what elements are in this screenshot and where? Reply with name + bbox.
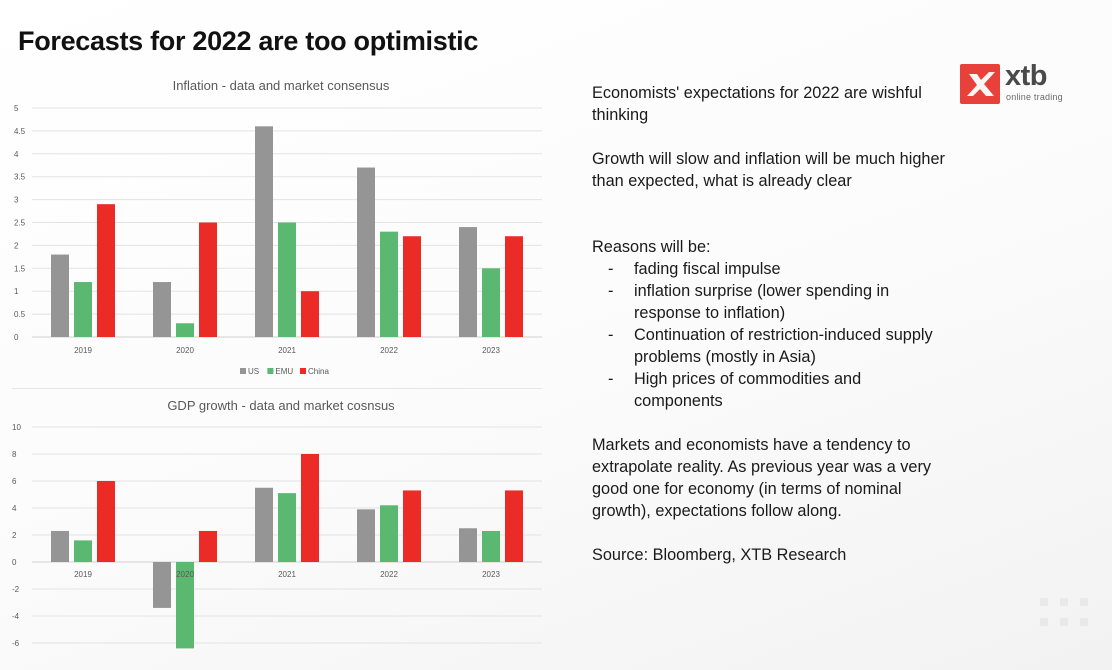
bar-emu-2022 (380, 231, 398, 337)
bar-emu-2021 (278, 222, 296, 337)
y-tick-label: 3.5 (14, 173, 26, 182)
legend-label-emu: EMU (275, 367, 293, 376)
legend-swatch-us (240, 368, 246, 374)
bar-emu-2023 (482, 530, 500, 562)
legend-label-us: US (248, 367, 259, 376)
bar-china-2023 (505, 490, 523, 562)
bar-us-2020 (153, 562, 171, 608)
reason-item: fading fiscal impulse (592, 258, 952, 280)
x-category-label: 2022 (380, 570, 398, 579)
reasons-list: fading fiscal impulse inflation surprise… (592, 258, 952, 412)
chart-divider (12, 388, 542, 389)
bar-china-2019 (97, 481, 115, 562)
y-tick-label: 2 (12, 531, 17, 540)
x-category-label: 2019 (74, 570, 92, 579)
bar-china-2022 (403, 236, 421, 337)
chart-svg: Inflation - data and market consensus 0 0.… (14, 78, 542, 376)
bar-emu-2020 (176, 323, 194, 337)
bar-us-2022 (357, 167, 375, 337)
x-category-label: 2020 (176, 570, 194, 579)
y-tick-label: 0 (12, 558, 17, 567)
xtb-logo-mark-icon (960, 64, 1000, 104)
y-tick-label: 6 (12, 477, 17, 486)
commentary-panel: Economists' expectations for 2022 are wi… (592, 82, 952, 566)
x-category-label: 2020 (176, 346, 194, 355)
bar-china-2021 (301, 454, 319, 562)
reasons-heading: Reasons will be: (592, 238, 711, 256)
logo-tagline: online trading (1006, 92, 1063, 102)
commentary-paragraph-growth: Growth will slow and inflation will be m… (592, 150, 945, 190)
y-tick-label: 10 (12, 423, 21, 432)
y-tick-label: 1 (14, 287, 19, 296)
y-tick-label: 2 (14, 241, 19, 250)
bar-china-2019 (97, 204, 115, 337)
bar-us-2021 (255, 126, 273, 337)
legend-swatch-china (300, 368, 306, 374)
bar-emu-2021 (278, 493, 296, 562)
x-category-label: 2023 (482, 570, 500, 579)
y-tick-label: 4 (14, 150, 19, 159)
y-tick-label: 4.5 (14, 127, 26, 136)
chart-svg: GDP growth - data and market cosnsus -6 -4… (12, 398, 542, 649)
bar-emu-2019 (74, 540, 92, 562)
bar-china-2022 (403, 490, 421, 562)
x-category-label: 2023 (482, 346, 500, 355)
bar-us-2023 (459, 528, 477, 562)
y-tick-label: -2 (12, 585, 20, 594)
x-category-label: 2019 (74, 346, 92, 355)
xtb-logo: xtb online trading (960, 60, 1070, 106)
slide-title: Forecasts for 2022 are too optimistic (18, 26, 479, 56)
bar-china-2021 (301, 291, 319, 337)
legend-swatch-emu (267, 368, 274, 374)
bar-us-2022 (357, 509, 375, 562)
x-category-label: 2022 (380, 346, 398, 355)
y-tick-label: 0 (14, 333, 19, 342)
x-category-label: 2021 (278, 570, 296, 579)
bar-us-2019 (51, 530, 69, 562)
y-tick-label: -4 (12, 612, 20, 621)
y-tick-label: 8 (12, 450, 17, 459)
bar-china-2020 (199, 222, 217, 337)
reason-item: Continuation of restriction-induced supp… (592, 324, 952, 368)
chart-title: Inflation - data and market consensus (173, 78, 390, 93)
bar-us-2023 (459, 227, 477, 337)
bar-emu-2022 (380, 505, 398, 562)
bar-us-2019 (51, 254, 69, 337)
reason-item: inflation surprise (lower spending in re… (592, 280, 952, 324)
bar-china-2023 (505, 236, 523, 337)
gdp-growth-chart: GDP growth - data and market cosnsus -6 -4… (0, 392, 560, 670)
bar-china-2020 (199, 530, 217, 562)
bar-us-2020 (153, 282, 171, 337)
x-category-label: 2021 (278, 346, 296, 355)
y-tick-label: 2.5 (14, 219, 26, 228)
y-tick-label: 4 (12, 504, 17, 513)
decorative-dots (1040, 598, 1090, 628)
y-tick-label: -6 (12, 639, 20, 648)
commentary-paragraph-expectations: Economists' expectations for 2022 are wi… (592, 84, 922, 124)
logo-wordmark: xtb (1005, 60, 1048, 92)
y-tick-label: 3 (14, 196, 19, 205)
chart-title: GDP growth - data and market cosnsus (167, 398, 395, 413)
bar-emu-2020 (176, 562, 194, 649)
bar-emu-2019 (74, 282, 92, 337)
bar-us-2021 (255, 487, 273, 562)
commentary-paragraph-extrapolation: Markets and economists have a tendency t… (592, 436, 932, 520)
bar-emu-2023 (482, 268, 500, 337)
y-tick-label: 0.5 (14, 310, 26, 319)
reason-item: High prices of commodities and component… (592, 368, 952, 412)
source-note: Source: Bloomberg, XTB Research (592, 546, 847, 564)
y-tick-label: 1.5 (14, 264, 26, 273)
y-tick-label: 5 (14, 104, 19, 113)
inflation-chart: Inflation - data and market consensus 0 0.… (0, 72, 560, 387)
legend-label-china: China (308, 367, 329, 376)
